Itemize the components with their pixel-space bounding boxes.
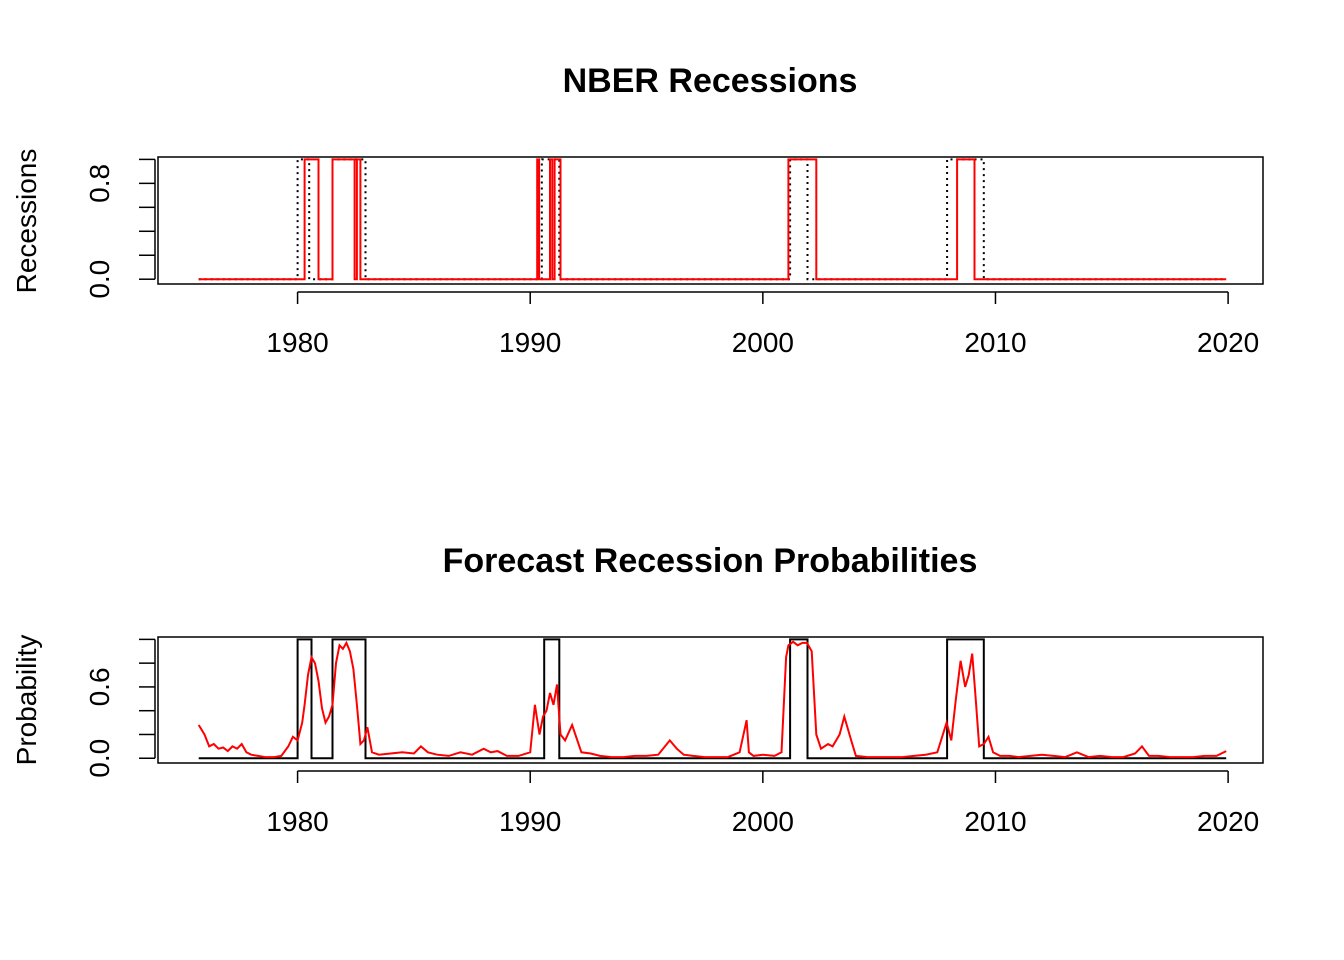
plot-frame [157, 156, 1264, 285]
panel-title: NBER Recessions [563, 62, 858, 100]
x-tick-label: 2000 [732, 327, 794, 358]
y-axis-label: Probability [11, 635, 42, 766]
x-tick-label: 2020 [1197, 327, 1259, 358]
x-tick-label: 1990 [499, 806, 561, 837]
x-tick-label: 2010 [964, 806, 1026, 837]
nber-recessions-panel: NBER Recessions Recessions 1980 1990 2000 2… [11, 62, 1264, 358]
x-tick-label: 1990 [499, 327, 561, 358]
y-tick-label: 0.8 [84, 164, 115, 203]
plot-frame [157, 636, 1264, 764]
panel-title: Forecast Recession Probabilities [443, 542, 978, 580]
x-tick-label: 2010 [964, 327, 1026, 358]
y-axis-label: Recessions [11, 149, 42, 294]
forecast-probability-line [198, 158, 1227, 281]
nber-recession-dotted-line [198, 158, 1227, 281]
x-tick-label: 2000 [732, 806, 794, 837]
x-tick-label: 2020 [1197, 806, 1259, 837]
forecast-probabilities-panel: Forecast Recession Probabilities Probabi… [11, 542, 1264, 837]
x-tick-label: 1980 [266, 327, 328, 358]
y-tick-label: 0.6 [84, 667, 115, 706]
y-tick-label: 0.0 [84, 260, 115, 299]
forecast-probability-line [197, 640, 1227, 759]
nber-recession-line [198, 638, 1227, 760]
x-tick-label: 1980 [266, 806, 328, 837]
y-tick-label: 0.0 [84, 739, 115, 778]
